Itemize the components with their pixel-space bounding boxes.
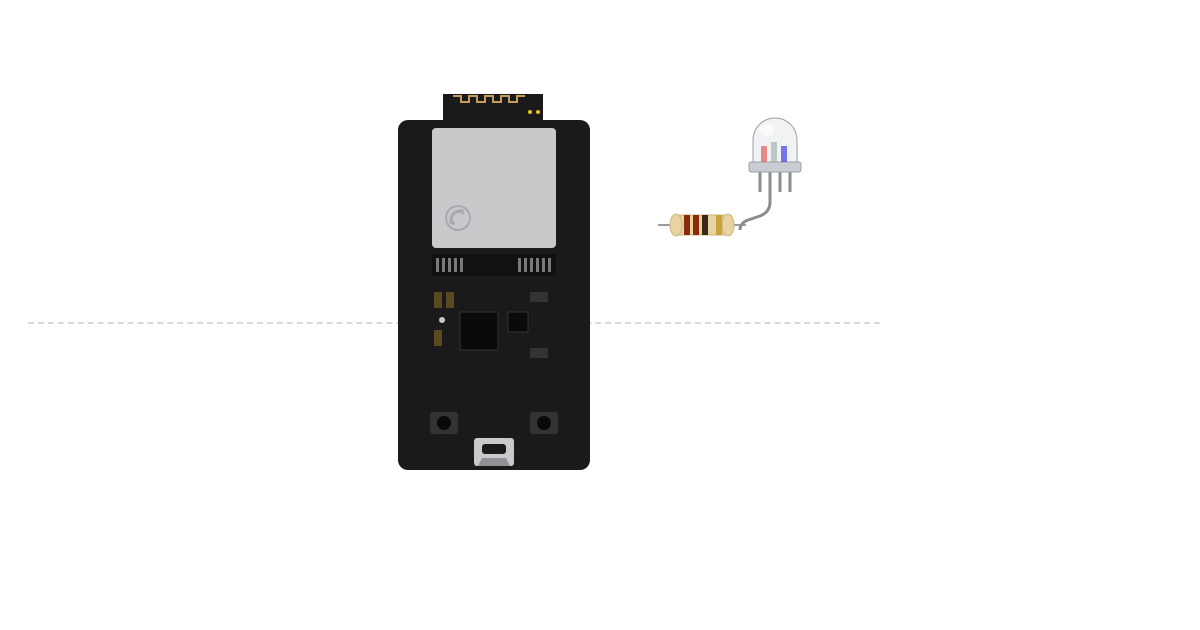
band-3 (702, 215, 708, 235)
smd-dots (432, 254, 556, 276)
smd (434, 330, 442, 346)
board-body (398, 120, 590, 470)
band-1 (684, 215, 690, 235)
led-highlight (759, 124, 775, 136)
led-die-r (761, 146, 767, 162)
en-button (430, 412, 458, 434)
led-glass (753, 118, 797, 162)
smd (434, 292, 442, 308)
smd (446, 292, 454, 308)
via (528, 110, 532, 114)
rf-shield (432, 128, 556, 248)
boot-button (530, 412, 558, 434)
smd-row (436, 258, 551, 272)
via (536, 110, 540, 114)
smd (530, 348, 548, 358)
band-4 (716, 215, 722, 235)
esp32-board (398, 94, 590, 470)
led-die-common (771, 142, 777, 162)
rgb-led (740, 118, 801, 230)
resistor (658, 214, 746, 236)
separator-dashed (28, 322, 880, 324)
smd (530, 292, 548, 302)
antenna-block (443, 94, 543, 120)
chip (460, 312, 498, 350)
band-2 (693, 215, 699, 235)
usb-connector (474, 438, 514, 466)
circuit-diagram (0, 0, 1200, 630)
led-common-bend (740, 202, 770, 230)
led-flange (749, 162, 801, 172)
led-die-b (781, 146, 787, 162)
espressif-icon (446, 206, 470, 230)
antenna-trace (453, 96, 525, 102)
